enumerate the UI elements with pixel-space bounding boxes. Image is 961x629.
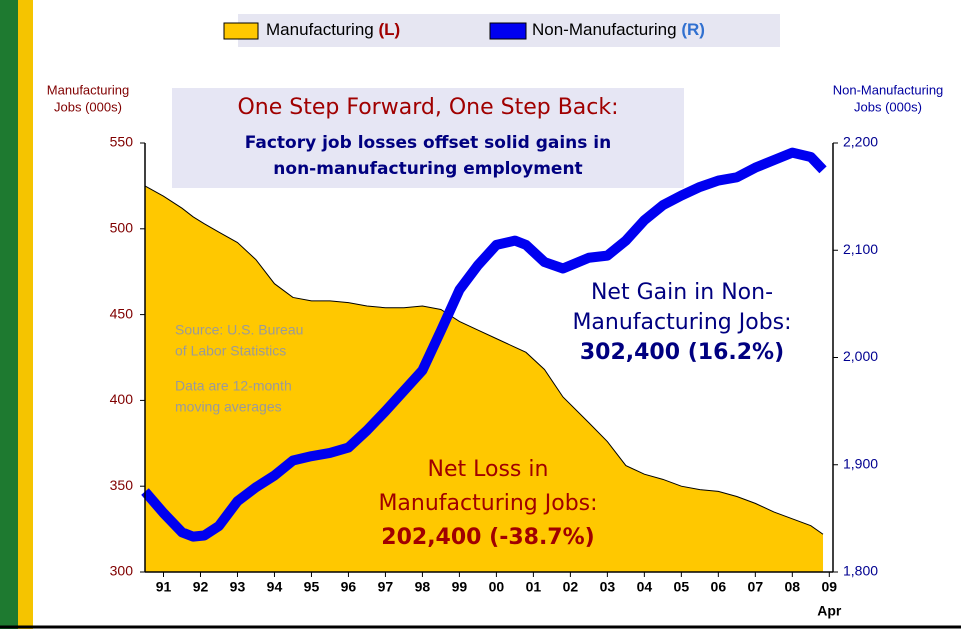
x-tick-label: 99 <box>452 579 468 595</box>
y-tick-label: 300 <box>110 563 134 579</box>
x-tick-label: 04 <box>637 579 653 595</box>
chart-title: One Step Forward, One Step Back: <box>237 95 618 120</box>
x-tick-label: 05 <box>674 579 690 595</box>
x-tick-label: 92 <box>193 579 209 595</box>
plot <box>141 147 827 572</box>
y-tick-label: 350 <box>110 477 134 493</box>
y-tick-label: 450 <box>110 305 134 321</box>
y2-tick-label: 1,900 <box>843 455 878 471</box>
x-end-label: Apr <box>817 603 842 619</box>
chart-subtitle: non-manufacturing employment <box>273 159 582 179</box>
y-axis-label: Jobs (000s) <box>54 99 122 114</box>
y-tick-label: 550 <box>110 134 134 150</box>
x-tick-label: 08 <box>785 579 801 595</box>
legend-axis-tag: (L) <box>378 20 400 39</box>
x-tick-label: 03 <box>600 579 616 595</box>
side-stripe <box>18 0 33 629</box>
y2-axis-label: Non-Manufacturing <box>833 82 944 97</box>
y2-tick-label: 2,000 <box>843 348 878 364</box>
x-tick-label: 98 <box>415 579 431 595</box>
y-axis-label: Manufacturing <box>47 82 129 97</box>
annotation: Data are 12-month <box>175 378 292 394</box>
annotation: 202,400 (-38.7%) <box>381 525 594 550</box>
annotation: Source: U.S. Bureau <box>175 322 303 338</box>
x-tick-label: 02 <box>563 579 579 595</box>
x-tick-label: 09 <box>822 579 838 595</box>
chart-subtitle: Factory job losses offset solid gains in <box>245 133 611 153</box>
x-tick-label: 00 <box>489 579 505 595</box>
legend-name: Manufacturing <box>266 20 374 39</box>
side-stripe <box>0 0 18 629</box>
legend-label: Non-Manufacturing (R) <box>532 20 705 39</box>
annotation: Net Loss in <box>428 457 549 482</box>
area-edge <box>144 185 824 535</box>
y2-tick-label: 2,200 <box>843 134 878 150</box>
y2-tick-label: 2,100 <box>843 241 878 257</box>
y-tick-label: 500 <box>110 220 134 236</box>
x-tick-label: 01 <box>526 579 542 595</box>
annotation: of Labor Statistics <box>175 343 286 359</box>
x-tick-label: 96 <box>341 579 357 595</box>
annotation: 302,400 (16.2%) <box>580 340 784 365</box>
y2-axis-label: Jobs (000s) <box>854 99 922 114</box>
annotation: Net Gain in Non- <box>591 280 773 305</box>
x-tick-label: 07 <box>748 579 764 595</box>
legend-axis-tag: (R) <box>681 20 705 39</box>
title-box <box>172 88 684 188</box>
y-tick-label: 400 <box>110 391 134 407</box>
annotation: moving averages <box>175 399 282 415</box>
x-tick-label: 93 <box>230 579 246 595</box>
x-tick-label: 94 <box>267 579 283 595</box>
legend-swatch <box>489 22 527 40</box>
annotation: Manufacturing Jobs: <box>572 310 791 335</box>
area <box>145 185 824 572</box>
x-tick-label: 95 <box>304 579 320 595</box>
legend-label: Manufacturing (L) <box>266 20 400 39</box>
line <box>141 147 827 542</box>
annotation: Manufacturing Jobs: <box>378 491 597 516</box>
legend-swatch <box>223 22 259 40</box>
x-tick-label: 91 <box>156 579 172 595</box>
x-tick-label: 06 <box>711 579 727 595</box>
y2-tick-label: 1,800 <box>843 563 878 579</box>
x-tick-label: 97 <box>378 579 394 595</box>
legend-name: Non-Manufacturing <box>532 20 677 39</box>
